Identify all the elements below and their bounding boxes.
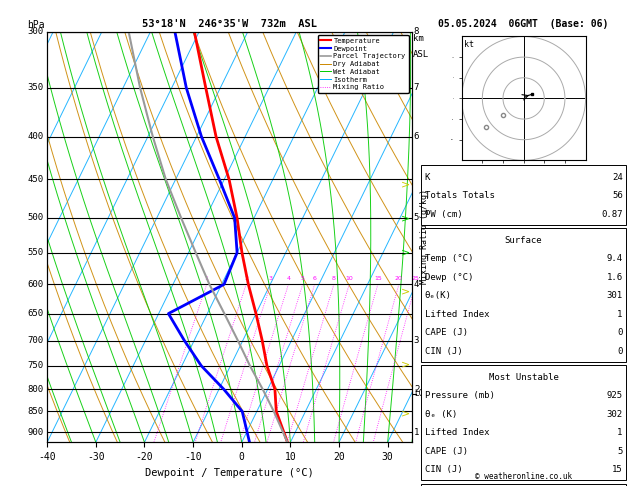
- Text: 550: 550: [28, 248, 43, 257]
- Text: >: >: [401, 214, 410, 224]
- Text: PW (cm): PW (cm): [425, 209, 462, 219]
- Text: LCL: LCL: [414, 389, 428, 399]
- Text: 850: 850: [28, 407, 43, 416]
- Text: CIN (J): CIN (J): [425, 465, 462, 474]
- Text: 300: 300: [28, 27, 43, 36]
- Text: 20: 20: [395, 276, 403, 281]
- Text: 5: 5: [617, 447, 623, 456]
- Text: 750: 750: [28, 361, 43, 370]
- Text: 1: 1: [617, 428, 623, 437]
- Text: >: >: [401, 408, 410, 418]
- Text: θₑ (K): θₑ (K): [425, 410, 457, 419]
- Text: 6: 6: [414, 132, 419, 141]
- Text: >: >: [401, 180, 410, 190]
- Text: Mixing Ratio (g/kg): Mixing Ratio (g/kg): [420, 190, 428, 284]
- Text: θₑ(K): θₑ(K): [425, 291, 452, 300]
- Title: 53°18'N  246°35'W  732m  ASL: 53°18'N 246°35'W 732m ASL: [142, 19, 317, 30]
- Text: 56: 56: [612, 191, 623, 200]
- Text: 15: 15: [612, 465, 623, 474]
- Text: 301: 301: [606, 291, 623, 300]
- Text: 0: 0: [617, 347, 623, 356]
- Text: 5: 5: [414, 213, 419, 223]
- Text: 9.4: 9.4: [606, 254, 623, 263]
- Text: 925: 925: [606, 391, 623, 400]
- Text: 450: 450: [28, 175, 43, 184]
- Text: Surface: Surface: [505, 236, 542, 245]
- Text: 302: 302: [606, 410, 623, 419]
- Legend: Temperature, Dewpoint, Parcel Trajectory, Dry Adiabat, Wet Adiabat, Isotherm, Mi: Temperature, Dewpoint, Parcel Trajectory…: [318, 35, 408, 93]
- Text: 350: 350: [28, 83, 43, 92]
- Text: 3: 3: [269, 276, 272, 281]
- Text: CAPE (J): CAPE (J): [425, 447, 467, 456]
- Text: © weatheronline.co.uk: © weatheronline.co.uk: [475, 472, 572, 481]
- Text: 2: 2: [244, 276, 248, 281]
- Text: 650: 650: [28, 309, 43, 318]
- X-axis label: Dewpoint / Temperature (°C): Dewpoint / Temperature (°C): [145, 468, 314, 478]
- Text: 1: 1: [617, 310, 623, 319]
- Text: 800: 800: [28, 385, 43, 394]
- Text: 900: 900: [28, 428, 43, 437]
- Text: 0: 0: [617, 328, 623, 337]
- Text: Temp (°C): Temp (°C): [425, 254, 473, 263]
- Text: >: >: [401, 248, 410, 258]
- Text: hPa: hPa: [27, 19, 45, 30]
- Text: 1: 1: [205, 276, 209, 281]
- Text: CAPE (J): CAPE (J): [425, 328, 467, 337]
- Text: 24: 24: [612, 173, 623, 182]
- Text: 500: 500: [28, 213, 43, 223]
- Text: 5: 5: [301, 276, 304, 281]
- Text: 600: 600: [28, 280, 43, 289]
- Text: Pressure (mb): Pressure (mb): [425, 391, 494, 400]
- Text: >: >: [401, 287, 410, 296]
- Text: kt: kt: [464, 40, 474, 49]
- Text: Most Unstable: Most Unstable: [489, 373, 559, 382]
- Text: 2: 2: [414, 385, 419, 394]
- Text: 15: 15: [374, 276, 382, 281]
- Text: 6: 6: [313, 276, 316, 281]
- Text: >: >: [401, 360, 410, 369]
- Text: 0.87: 0.87: [601, 209, 623, 219]
- Text: 400: 400: [28, 132, 43, 141]
- Text: Totals Totals: Totals Totals: [425, 191, 494, 200]
- Text: Lifted Index: Lifted Index: [425, 428, 489, 437]
- Text: 4: 4: [414, 280, 419, 289]
- Text: K: K: [425, 173, 430, 182]
- Text: 10: 10: [345, 276, 353, 281]
- Text: 25: 25: [411, 276, 420, 281]
- Text: 1: 1: [414, 428, 419, 437]
- Text: 4: 4: [286, 276, 291, 281]
- Text: Dewp (°C): Dewp (°C): [425, 273, 473, 282]
- Text: 8: 8: [332, 276, 336, 281]
- Text: CIN (J): CIN (J): [425, 347, 462, 356]
- Text: 05.05.2024  06GMT  (Base: 06): 05.05.2024 06GMT (Base: 06): [438, 19, 609, 29]
- Text: 7: 7: [414, 83, 419, 92]
- Text: Lifted Index: Lifted Index: [425, 310, 489, 319]
- Text: 700: 700: [28, 336, 43, 345]
- Text: 1.6: 1.6: [606, 273, 623, 282]
- Text: ASL: ASL: [413, 50, 429, 59]
- Text: 3: 3: [414, 336, 419, 345]
- Text: 8: 8: [414, 27, 419, 36]
- Text: km: km: [413, 34, 424, 43]
